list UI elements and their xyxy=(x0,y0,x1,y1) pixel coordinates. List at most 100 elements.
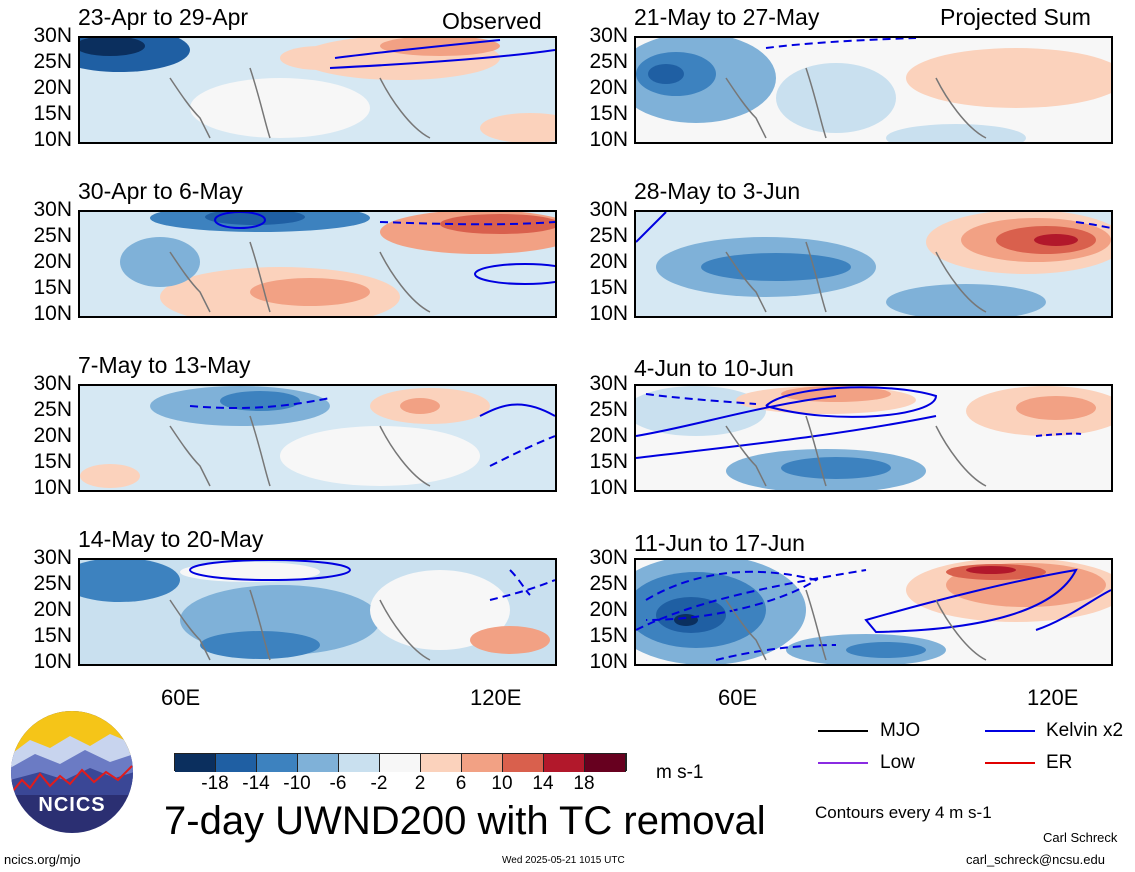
lat-label-right-2-15n: 15N xyxy=(589,276,628,299)
panel-title-right-1: 21-May to 27-May xyxy=(634,4,820,30)
colorbar-tick-label: -14 xyxy=(242,773,270,794)
lat-label-left-2-25n: 25N xyxy=(33,224,72,247)
panel-title-left-2: 30-Apr to 6-May xyxy=(78,178,243,204)
colorbar-swatch xyxy=(380,754,421,772)
legend-label-kelvin: Kelvin x2 xyxy=(1046,720,1124,741)
legend-label-low: Low xyxy=(880,752,915,773)
map-panel-left-3 xyxy=(78,384,557,492)
lat-label-right-4-30n: 30N xyxy=(589,546,628,569)
colorbar-units: m s-1 xyxy=(656,762,704,783)
panel-title-left-4: 14-May to 20-May xyxy=(78,526,264,552)
footer-timestamp: Wed 2025-05-21 1015 UTC xyxy=(502,855,625,866)
lat-label-left-4-25n: 25N xyxy=(33,572,72,595)
colorbar-swatch xyxy=(544,754,585,772)
lat-label-right-1-25n: 25N xyxy=(589,50,628,73)
colorbar-tick-label: -10 xyxy=(283,773,311,794)
legend-label-mjo: MJO xyxy=(880,720,921,741)
lat-label-right-2-10n: 10N xyxy=(589,302,628,325)
colorbar-swatch xyxy=(216,754,257,772)
legend-line-low xyxy=(818,762,868,764)
lon-label-60e-left: 60E xyxy=(161,685,201,710)
colorbar-swatch xyxy=(585,754,626,772)
legend-line-mjo xyxy=(818,730,868,732)
colorbar-swatch xyxy=(421,754,462,772)
lat-label-right-3-15n: 15N xyxy=(589,450,628,473)
lat-label-right-2-25n: 25N xyxy=(589,224,628,247)
lat-label-left-2-15n: 15N xyxy=(33,276,72,299)
colorbar-tick-label: -18 xyxy=(201,773,229,794)
lat-label-left-3-25n: 25N xyxy=(33,398,72,421)
main-title: 7-day UWND200 with TC removal xyxy=(164,799,766,843)
lat-label-right-3-10n: 10N xyxy=(589,476,628,499)
lat-label-right-4-20n: 20N xyxy=(589,598,628,621)
panel-title-right-3: 4-Jun to 10-Jun xyxy=(634,355,794,381)
map-panel-left-1 xyxy=(78,36,557,144)
lon-label-120e-right: 120E xyxy=(1027,685,1079,710)
lat-label-right-4-15n: 15N xyxy=(589,624,628,647)
lat-label-right-3-25n: 25N xyxy=(589,398,628,421)
lat-label-left-1-20n: 20N xyxy=(33,76,72,99)
lat-label-right-4-25n: 25N xyxy=(589,572,628,595)
ncics-logo-text: NCICS xyxy=(38,794,106,816)
lat-label-left-2-20n: 20N xyxy=(33,250,72,273)
lat-label-right-1-30n: 30N xyxy=(589,24,628,47)
lat-label-left-4-15n: 15N xyxy=(33,624,72,647)
lat-label-right-2-20n: 20N xyxy=(589,250,628,273)
footer-url[interactable]: ncics.org/mjo xyxy=(4,852,81,867)
colorbar-tick-label: 2 xyxy=(414,773,426,794)
lat-label-left-3-30n: 30N xyxy=(33,372,72,395)
legend-label-er: ER xyxy=(1046,752,1073,773)
colorbar-tick-label: -6 xyxy=(329,773,347,794)
lat-label-left-3-15n: 15N xyxy=(33,450,72,473)
contour-note: Contours every 4 m s-1 xyxy=(815,803,992,822)
colorbar-tick-label: 6 xyxy=(455,773,467,794)
map-panel-left-2 xyxy=(78,210,557,318)
panel-title-left-1: 23-Apr to 29-Apr xyxy=(78,4,249,30)
lat-label-left-1-10n: 10N xyxy=(33,128,72,151)
legend-line-kelvin xyxy=(985,730,1035,732)
lat-label-right-1-20n: 20N xyxy=(589,76,628,99)
lat-label-right-4-10n: 10N xyxy=(589,650,628,673)
lat-label-left-4-20n: 20N xyxy=(33,598,72,621)
lat-label-left-4-30n: 30N xyxy=(33,546,72,569)
lat-label-left-2-10n: 10N xyxy=(33,302,72,325)
colorbar-swatch xyxy=(503,754,544,772)
map-panel-right-2 xyxy=(634,210,1113,318)
map-panel-left-4 xyxy=(78,558,557,666)
colorbar-swatch xyxy=(175,754,216,772)
footer-author: Carl Schreck xyxy=(1043,830,1118,845)
lat-label-right-2-30n: 30N xyxy=(589,198,628,221)
lat-label-right-1-15n: 15N xyxy=(589,102,628,125)
colorbar-swatch xyxy=(462,754,503,772)
lat-label-right-3-20n: 20N xyxy=(589,424,628,447)
lat-label-right-1-10n: 10N xyxy=(589,128,628,151)
panel-title-left-3: 7-May to 13-May xyxy=(78,352,251,378)
colorbar-tick-label: -2 xyxy=(370,773,388,794)
ncics-logo: NCICS xyxy=(10,710,134,834)
footer-email[interactable]: carl_schreck@ncsu.edu xyxy=(966,852,1105,867)
projected-sum-header: Projected Sum xyxy=(940,4,1091,30)
colorbar xyxy=(174,753,627,772)
lat-label-left-3-20n: 20N xyxy=(33,424,72,447)
colorbar-tick-label: 10 xyxy=(491,773,513,794)
legend-line-er xyxy=(985,762,1035,764)
colorbar-swatch xyxy=(339,754,380,772)
colorbar-tick-label: 18 xyxy=(573,773,595,794)
map-panel-right-3 xyxy=(634,384,1113,492)
panel-title-right-2: 28-May to 3-Jun xyxy=(634,178,801,204)
lon-label-60e-right: 60E xyxy=(718,685,758,710)
observed-header: Observed xyxy=(442,8,542,34)
map-panel-right-1 xyxy=(634,36,1113,144)
panel-title-right-4: 11-Jun to 17-Jun xyxy=(634,530,805,556)
lat-label-left-4-10n: 10N xyxy=(33,650,72,673)
lon-label-120e-left: 120E xyxy=(470,685,522,710)
colorbar-swatch xyxy=(257,754,298,772)
colorbar-swatch xyxy=(298,754,339,772)
lat-label-right-3-30n: 30N xyxy=(589,372,628,395)
lat-label-left-3-10n: 10N xyxy=(33,476,72,499)
lat-label-left-1-30n: 30N xyxy=(33,24,72,47)
map-panel-right-4 xyxy=(634,558,1113,666)
lat-label-left-1-15n: 15N xyxy=(33,102,72,125)
lat-label-left-1-25n: 25N xyxy=(33,50,72,73)
colorbar-tick-label: 14 xyxy=(532,773,554,794)
